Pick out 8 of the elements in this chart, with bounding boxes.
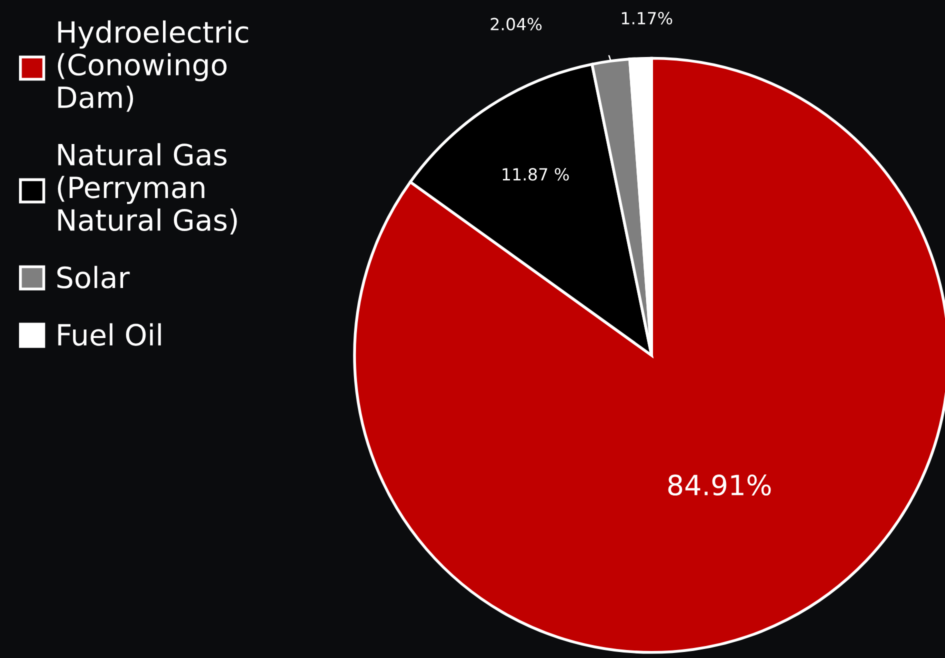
data-label: 11.87 % <box>502 168 569 181</box>
data-label: 1.17% <box>622 12 672 24</box>
legend-label: Fuel Oil <box>58 323 161 346</box>
legend-label: Natural Gas (Perryman Natural Gas) <box>58 143 237 234</box>
data-label: 84.91% <box>668 474 771 496</box>
legend-label: Hydroelectric (Conowingo Dam) <box>58 20 248 112</box>
data-label: 2.04% <box>490 18 542 30</box>
legend-label: Solar <box>57 266 130 288</box>
